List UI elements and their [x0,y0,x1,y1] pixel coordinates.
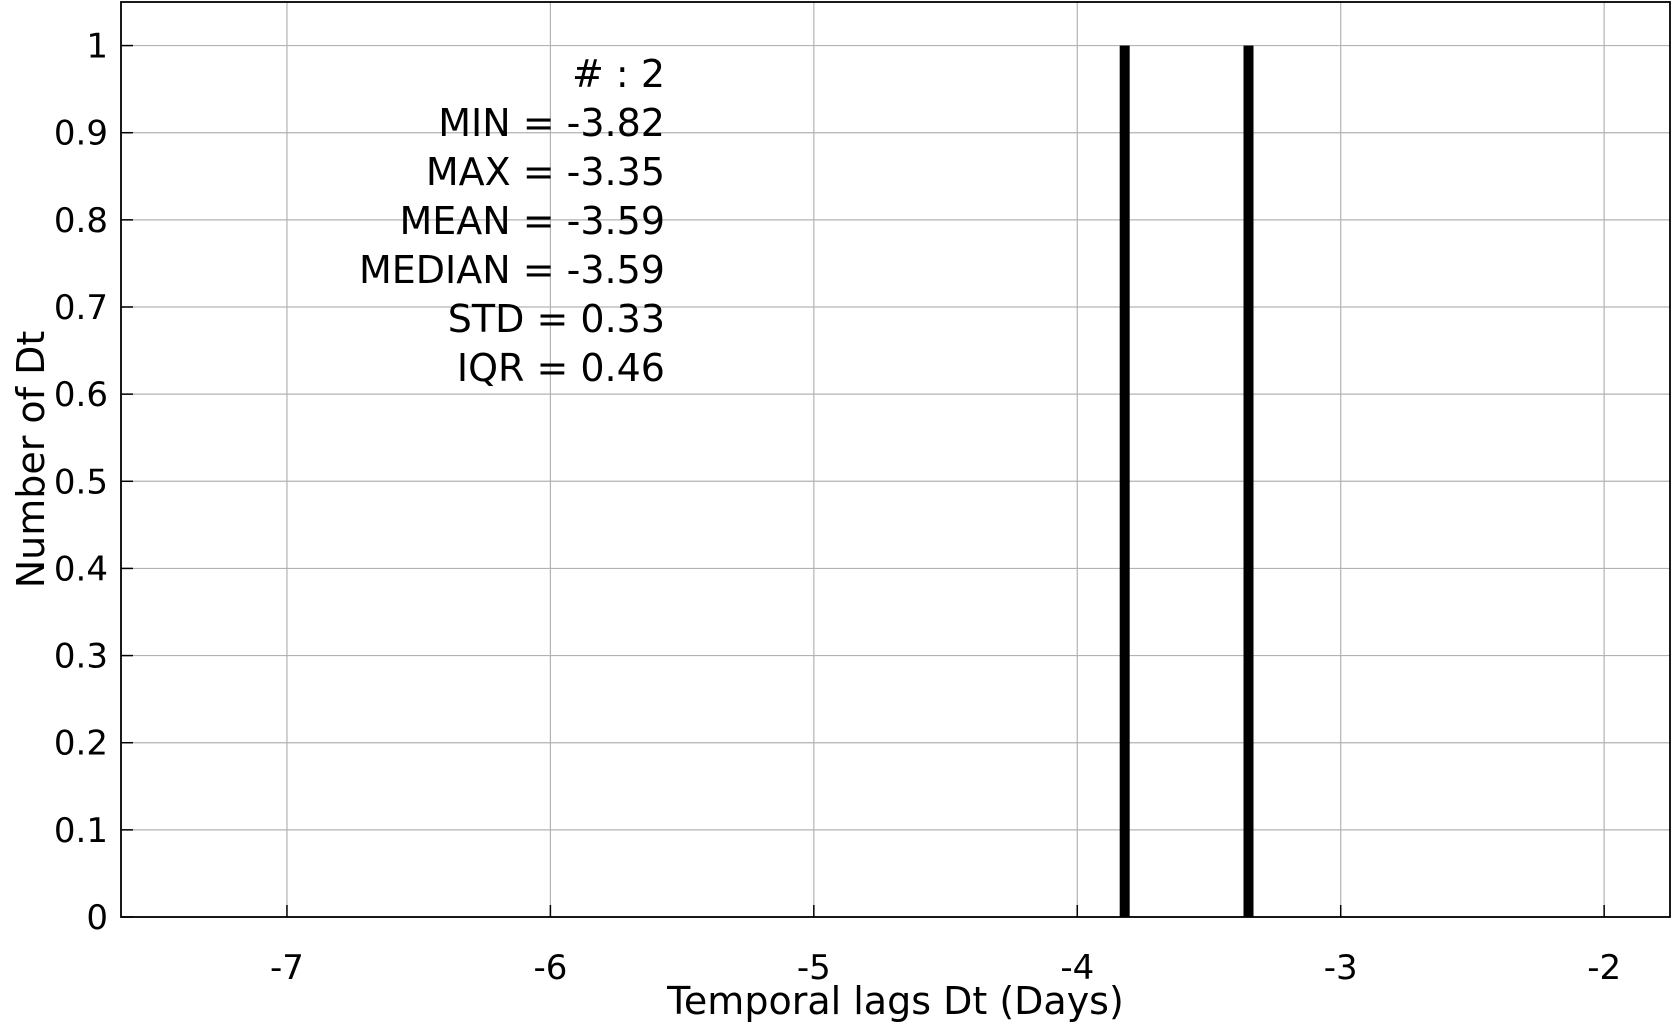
y-tick-label: 0.7 [54,288,108,328]
histogram-bar [1119,45,1130,918]
x-tick-label: -2 [1587,948,1621,988]
x-tick-label: -6 [533,948,567,988]
stats-line: # : 2 [572,52,665,96]
y-tick-label: 0.4 [54,549,108,589]
x-tick-label: -7 [270,948,304,988]
y-tick-label: 0.1 [54,811,108,851]
stats-line: MEAN = -3.59 [399,199,665,243]
stats-line: IQR = 0.46 [457,346,665,390]
y-tick-label: 1 [86,27,108,67]
stats-annotation: # : 2 MIN = -3.82 MAX = -3.35 MEAN = -3.59 M… [359,52,665,390]
stats-line: MIN = -3.82 [438,101,665,145]
stats-line: MAX = -3.35 [426,150,665,194]
histogram-bar [1243,45,1254,918]
x-axis-label: Temporal lags Dt (Days) [666,979,1124,1023]
x-tick-label: -4 [1060,948,1094,988]
y-tick-label: 0.2 [54,724,108,764]
y-axis-label: Number of Dt [9,331,53,589]
y-tick-label: 0.3 [54,637,108,677]
grid-lines [121,2,1670,918]
y-tick-label: 0.9 [54,114,108,154]
tick-labels: -7 -6 -5 -4 -3 -2 0 0.1 0.2 0.3 0.4 0.5 0.6 0.7 0.8 0.9… [54,27,1621,988]
y-tick-label: 0 [86,898,108,938]
y-tick-label: 0.8 [54,201,108,241]
bars [1119,45,1254,918]
x-tick-label: -5 [797,948,831,988]
y-tick-label: 0.6 [54,375,108,415]
x-tick-label: -3 [1324,948,1358,988]
stats-line: MEDIAN = -3.59 [359,248,665,292]
stats-line: STD = 0.33 [448,297,665,341]
y-tick-label: 0.5 [54,462,108,502]
plot-frame [120,1,1671,918]
